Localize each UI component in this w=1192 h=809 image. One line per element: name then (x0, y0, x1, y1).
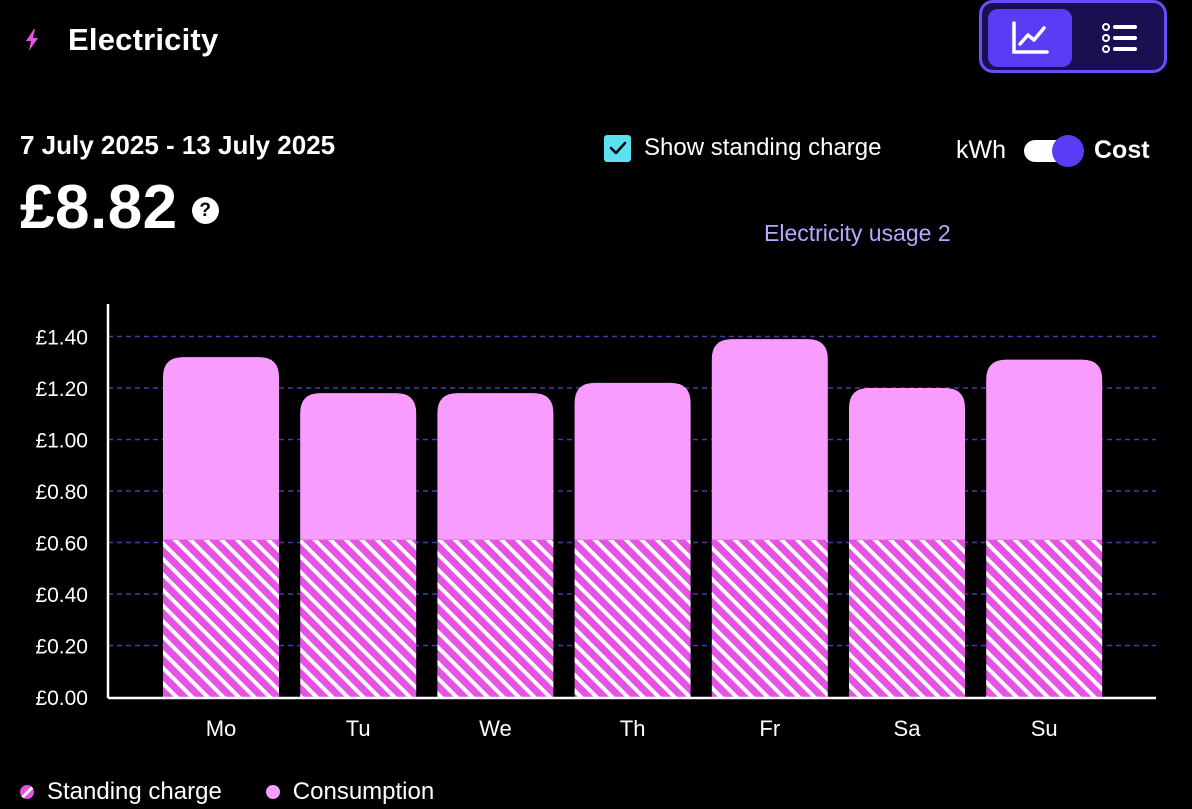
y-tick-label: £1.20 (35, 378, 88, 401)
usage-caption: Electricity usage 2 (764, 220, 951, 246)
x-tick-label: We (479, 716, 512, 741)
date-range: 7 July 2025 - 13 July 2025 (20, 130, 336, 160)
legend-label-standing-charge: Standing charge (47, 778, 222, 805)
lightning-bolt-icon (26, 29, 38, 51)
help-icon[interactable]: ? (191, 197, 219, 224)
bar-consumption[interactable] (163, 357, 279, 540)
y-tick-label: £0.20 (35, 636, 88, 659)
x-tick-label: Sa (894, 716, 922, 741)
y-tick-label: £0.40 (35, 584, 88, 607)
y-tick-label: £0.60 (35, 533, 88, 556)
checkbox-checked-icon[interactable] (604, 134, 631, 162)
bar-consumption[interactable] (574, 382, 691, 540)
chart-view-button[interactable] (988, 9, 1072, 67)
unit-kwh-label[interactable]: kWh (956, 136, 1006, 164)
bar-consumption[interactable] (986, 359, 1103, 540)
bar-consumption[interactable] (849, 388, 965, 540)
total-row: £8.82 ? (20, 172, 219, 243)
y-tick-label: £1.00 (35, 430, 88, 453)
list-view-button[interactable] (1078, 9, 1162, 67)
legend-label-consumption: Consumption (292, 778, 435, 805)
unit-toggle[interactable] (1024, 134, 1084, 167)
view-switch (979, 0, 1167, 73)
unit-cost-label[interactable]: Cost (1094, 136, 1150, 164)
cost-bar-chart: £0.00 £0.20 £0.40 £0.60 £0.80 £1.00 £1.20 £1.40… (35, 304, 1156, 741)
consumption-swatch (265, 785, 280, 799)
show-standing-charge-checkbox[interactable]: Show standing charge (604, 134, 882, 162)
show-standing-charge-label: Show standing charge (644, 134, 882, 161)
bar-standing-charge (437, 539, 554, 697)
y-tick-label: £1.40 (35, 327, 88, 350)
x-tick-label: Th (620, 716, 646, 741)
y-tick-label: £0.80 (35, 481, 88, 504)
x-tick-label: Su (1031, 716, 1058, 741)
standing-charge-swatch (20, 785, 34, 799)
legend-item-standing-charge: Standing charge (20, 778, 222, 806)
line-chart-icon (1012, 21, 1049, 54)
bar-consumption[interactable] (711, 339, 828, 540)
bar-standing-charge (711, 539, 828, 697)
bar-standing-charge (849, 539, 965, 697)
bar-standing-charge (986, 539, 1103, 697)
bar-standing-charge (574, 539, 691, 697)
page-header: Electricity (22, 22, 218, 58)
unit-switch: kWh Cost (956, 134, 1150, 167)
x-tick-label: Fr (759, 716, 780, 741)
bar-consumption[interactable] (300, 393, 417, 540)
bar-standing-charge (300, 539, 417, 697)
bar-consumption[interactable] (437, 393, 554, 540)
legend-item-consumption: Consumption (265, 778, 435, 806)
unit-toggle-knob (1052, 134, 1084, 167)
total-cost: £8.82 (20, 173, 178, 242)
x-tick-label: Tu (346, 716, 371, 741)
page-title: Electricity (68, 22, 219, 57)
chart-legend: Standing charge Consumption (20, 778, 478, 806)
check-icon (609, 141, 626, 155)
bar-standing-charge (163, 539, 279, 697)
x-tick-label: Mo (206, 716, 237, 741)
y-tick-label: £0.00 (35, 687, 88, 710)
list-icon (1102, 23, 1137, 53)
